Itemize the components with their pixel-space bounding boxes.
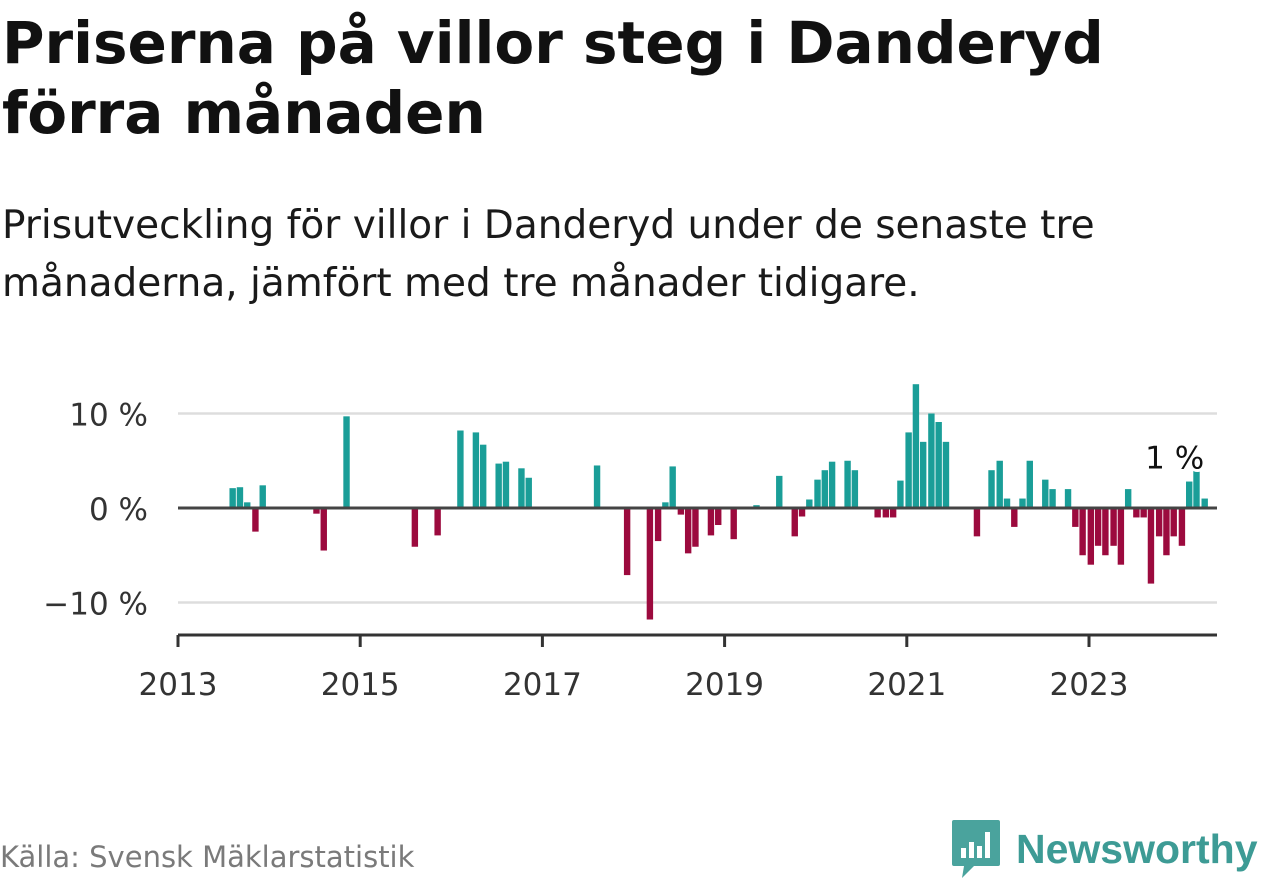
bar xyxy=(905,432,912,508)
bar xyxy=(1147,508,1155,584)
chart-subtitle: Prisutveckling för villor i Danderyd und… xyxy=(2,203,1095,306)
bar xyxy=(1170,508,1177,537)
bar xyxy=(919,441,927,508)
bar xyxy=(1079,508,1086,556)
bar xyxy=(495,463,502,508)
x-tick-label: 2021 xyxy=(867,667,946,703)
bar xyxy=(1102,508,1109,556)
last-value-label: 1 % xyxy=(1145,441,1204,477)
axes xyxy=(176,506,1217,647)
bar xyxy=(434,508,441,536)
newsworthy-icon xyxy=(952,820,1000,878)
bar xyxy=(942,441,950,508)
bar xyxy=(525,477,532,508)
bar xyxy=(1201,498,1208,508)
bar xyxy=(518,468,525,508)
bar xyxy=(1064,489,1072,508)
bar xyxy=(828,461,836,508)
bar xyxy=(1003,498,1011,508)
bar xyxy=(259,485,266,508)
bar xyxy=(935,422,942,508)
bar xyxy=(1072,508,1079,527)
y-tick-label: 10 % xyxy=(69,398,148,434)
gridlines xyxy=(178,412,1217,604)
bar xyxy=(1094,508,1102,546)
bar xyxy=(851,470,859,508)
bar xyxy=(1178,508,1186,546)
bar xyxy=(988,470,995,508)
bar xyxy=(821,470,829,508)
brand-logo: Newsworthy xyxy=(950,818,1258,880)
bar xyxy=(343,416,350,508)
bar xyxy=(882,508,890,518)
bar xyxy=(229,488,236,508)
bar xyxy=(252,508,259,532)
bar xyxy=(1087,508,1095,565)
brand-name: Newsworthy xyxy=(1016,825,1258,872)
bar xyxy=(236,487,244,508)
y-tick-label: −10 % xyxy=(43,587,148,623)
bar xyxy=(707,508,715,536)
bar xyxy=(1133,508,1140,518)
bar xyxy=(1019,498,1026,508)
bar xyxy=(973,508,981,537)
bar xyxy=(897,480,904,508)
bar xyxy=(1110,508,1117,546)
bar xyxy=(1193,460,1200,508)
bar-chart: −10 % 0 % 10 % 2013 2015 2017 2019 2021 2023 1 % xyxy=(43,384,1217,704)
bar xyxy=(1049,489,1056,508)
bar xyxy=(411,508,419,547)
bar-series xyxy=(229,384,1208,620)
bar xyxy=(928,413,935,508)
bar xyxy=(996,460,1003,508)
bar xyxy=(798,508,806,517)
bar xyxy=(677,508,685,515)
bar xyxy=(654,508,662,542)
bar xyxy=(1163,508,1170,556)
bar xyxy=(320,508,327,551)
bar xyxy=(1011,508,1018,527)
bar xyxy=(313,508,320,514)
bar xyxy=(1026,460,1033,508)
x-tick-label: 2023 xyxy=(1050,667,1129,703)
bar xyxy=(684,508,692,554)
bar xyxy=(1155,508,1163,537)
bar xyxy=(623,508,631,576)
bar xyxy=(472,432,480,508)
bar xyxy=(1140,508,1147,518)
bar xyxy=(457,430,464,508)
axis-labels: −10 % 0 % 10 % 2013 2015 2017 2019 2021 2023 1 % xyxy=(43,398,1207,704)
bar xyxy=(814,479,821,508)
bar xyxy=(1117,508,1125,565)
bar xyxy=(669,466,676,508)
bar xyxy=(244,502,251,508)
bar xyxy=(730,508,737,540)
bar xyxy=(874,508,881,518)
bar xyxy=(479,444,487,508)
bar xyxy=(692,508,699,547)
bar xyxy=(593,465,601,508)
x-tick-label: 2017 xyxy=(503,667,582,703)
x-tick-label: 2015 xyxy=(321,667,400,703)
bar xyxy=(502,461,510,508)
bar xyxy=(646,508,654,620)
bar xyxy=(715,508,722,526)
source-note: Källa: Svensk Mäklarstatistik xyxy=(0,840,415,874)
y-tick-label: 0 % xyxy=(89,492,148,528)
bar xyxy=(806,499,813,508)
x-tick-label: 2013 xyxy=(139,667,218,703)
bar xyxy=(889,508,897,518)
bar xyxy=(662,502,669,508)
bar xyxy=(1042,479,1049,508)
bar xyxy=(844,460,851,508)
bar xyxy=(1186,481,1193,508)
bar xyxy=(912,384,920,508)
x-tick-label: 2019 xyxy=(685,667,764,703)
bar xyxy=(776,475,783,508)
bar xyxy=(1124,489,1132,508)
bar xyxy=(791,508,798,537)
chart-title: Priserna på villor steg i Danderyd förra… xyxy=(2,9,1104,147)
